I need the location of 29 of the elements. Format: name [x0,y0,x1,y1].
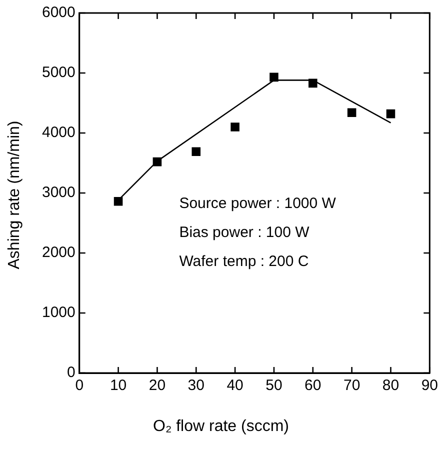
y-tick-label: 5000 [42,64,76,82]
point [192,147,201,156]
annotation: Source power : 1000 W [179,194,337,212]
x-tick-label: 10 [110,377,127,394]
x-tick-label: 20 [148,377,166,394]
y-axis-title: Ashing rate (nm/min) [6,120,24,270]
point [114,197,123,206]
x-tick-label: 60 [304,377,322,394]
x-tick-label: 50 [266,377,282,394]
annotation: Wafer temp : 200 C [179,252,309,270]
x-tick-label: 80 [382,377,400,394]
point [386,109,396,118]
y-tick-label: 1000 [42,304,76,322]
annotation: Bias power : 100 W [179,224,310,241]
y-tick-label: 2000 [42,244,76,262]
x-tick-label: 40 [226,377,244,394]
point [308,78,318,88]
y-tick-label: 3000 [42,184,76,202]
x-tick-label: 30 [188,377,204,394]
y-tick-label: 6000 [42,4,76,22]
y-tick-label: 0 [67,364,76,382]
point [347,108,356,117]
point [270,72,278,82]
x-tick-label: 90 [421,377,438,394]
y-tick-label: 4000 [42,124,76,142]
point [230,122,240,132]
x-axis-title: O₂ flow rate (sccm) [152,418,290,436]
x-tick-label: 70 [343,377,360,394]
point [152,157,162,166]
